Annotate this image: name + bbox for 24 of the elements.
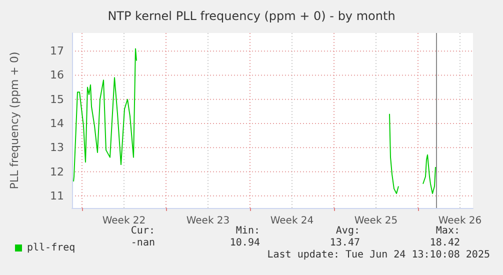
y-tick-label: 16 [50,68,64,82]
x-tick-label: Week 23 [186,216,230,226]
y-tick-label: 15 [50,92,64,106]
y-tick-label: 13 [50,141,64,154]
text: Cur: [130,226,155,236]
text: 13.47 [330,238,360,248]
text: Min: [236,226,260,236]
x-tick-label: Week 26 [438,216,482,226]
text: Avg: [336,226,360,236]
x-tick-label: Week 22 [102,216,146,226]
text: -nan [130,238,155,248]
y-tick-label: 17 [50,44,64,58]
x-tick-label: Week 24 [270,216,314,226]
x-tick-label: Week 25 [354,216,398,226]
text: Max: [436,226,460,236]
text: Last update: Tue Jun 24 13:10:08 2025 [267,250,490,260]
y-tick-label: 11 [50,189,64,202]
text: 18.42 [430,238,460,248]
text: 10.94 [230,238,260,248]
y-tick-label: 14 [50,117,64,130]
y-axis-title: PLL frequency (ppm + 0) [8,52,21,190]
legend-label: pll-freq [27,242,76,254]
chart-title: NTP kernel PLL frequency (ppm + 0) - by month [108,9,396,23]
y-tick-label: 12 [50,165,64,178]
